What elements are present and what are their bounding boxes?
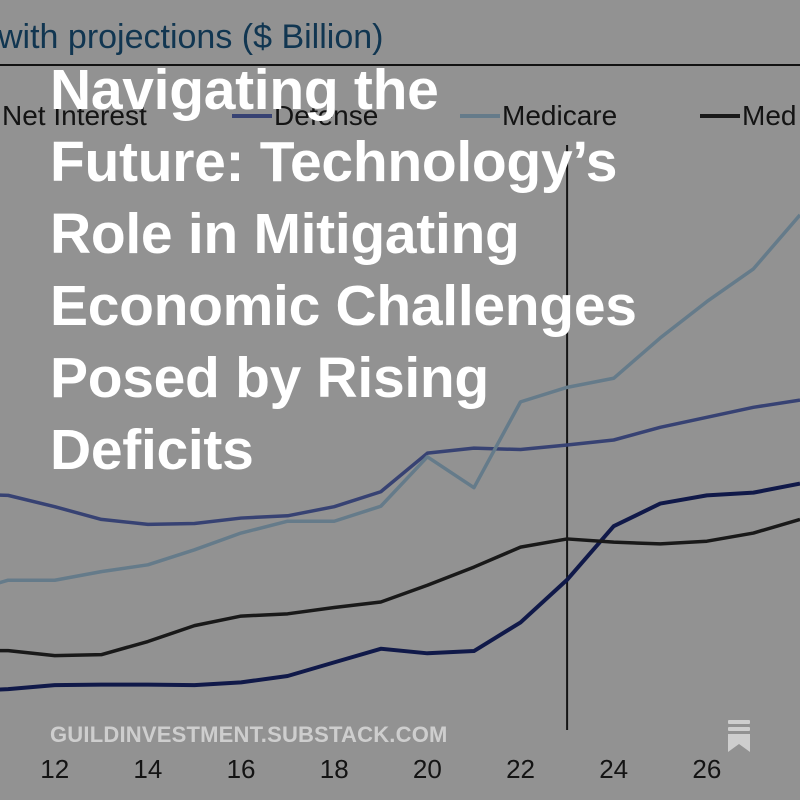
- chart-title: with projections ($ Billion): [0, 18, 384, 56]
- chart-series: [0, 213, 800, 692]
- series-line-net-interest: [0, 481, 800, 692]
- series-line-med: [0, 517, 800, 658]
- legend-label: Medicare: [502, 100, 617, 131]
- x-tick-label: 14: [133, 754, 162, 784]
- x-tick-label: 22: [506, 754, 535, 784]
- chart-legend: Net Interest Defense Medicare Med: [2, 100, 796, 131]
- site-domain[interactable]: GUILDINVESTMENT.SUBSTACK.COM: [50, 722, 448, 747]
- legend-label: Net Interest: [2, 100, 147, 131]
- x-tick-label: 12: [40, 754, 69, 784]
- post-title[interactable]: Navigating the Future: Technology’s Role…: [50, 58, 637, 482]
- legend-label: Defense: [274, 100, 378, 131]
- x-tick-label: 18: [320, 754, 349, 784]
- legend-label: Med: [742, 100, 796, 131]
- series-line-medicare: [0, 213, 800, 585]
- x-tick-label: 16: [227, 754, 256, 784]
- x-tick-label: 24: [599, 754, 628, 784]
- x-axis-ticks: 101214161820222426: [40, 754, 721, 784]
- bookmark-icon[interactable]: [726, 720, 752, 752]
- x-tick-label: 20: [413, 754, 442, 784]
- series-line-defense: [0, 398, 800, 527]
- x-tick-label: 26: [692, 754, 721, 784]
